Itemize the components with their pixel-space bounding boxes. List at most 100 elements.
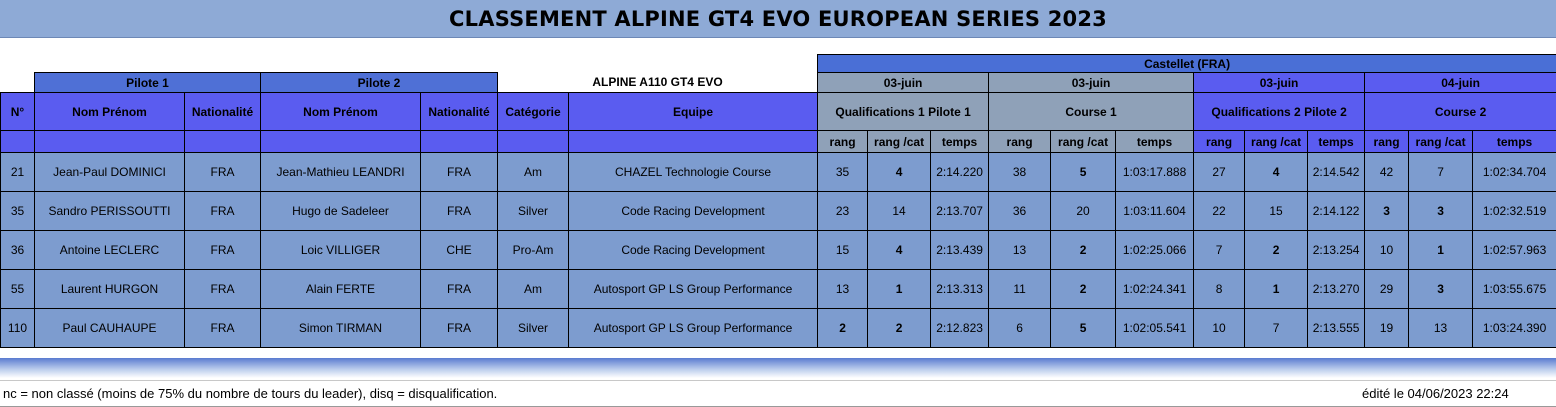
date-q2: 03-juin [1194,73,1365,93]
cell-pilot2-name: Jean-Mathieu LEANDRI [261,153,421,192]
cell-c2-rang: 10 [1365,231,1409,270]
cell-c1-rangcat: 2 [1051,231,1116,270]
cell-c1-rang: 13 [989,231,1051,270]
venue-row: Castellet (FRA) [1,55,1556,73]
cell-c2-temps: 1:03:55.675 [1473,270,1556,309]
cell-q2-temps: 2:13.555 [1308,309,1365,348]
col-c1: Course 1 [989,93,1194,131]
cell-c2-rangcat: 3 [1409,192,1473,231]
sub-c2-rang: rang [1365,131,1409,153]
cell-pilot1-name: Paul CAUHAUPE [35,309,185,348]
sub-q1-rangcat: rang /cat [868,131,931,153]
cell-c2-rang: 19 [1365,309,1409,348]
cell-c1-temps: 1:03:11.604 [1116,192,1194,231]
cell-team: Autosport GP LS Group Performance [569,270,818,309]
col-team: Equipe [569,93,818,131]
cell-pilot2-nationality: FRA [421,192,498,231]
col-num: N° [1,93,35,131]
header-row: N° Nom Prénom Nationalité Nom Prénom Nat… [1,93,1556,131]
cell-q2-temps: 2:14.122 [1308,192,1365,231]
subheader-row: rang rang /cat temps rang rang /cat temp… [1,131,1556,153]
cell-c2-temps: 1:02:34.704 [1473,153,1556,192]
cell-q1-rangcat: 4 [868,153,931,192]
date-q1: 03-juin [818,73,989,93]
col-name2: Nom Prénom [261,93,421,131]
sub-c2-temps: temps [1473,131,1556,153]
cell-car-number: 110 [1,309,35,348]
cell-pilot1-nationality: FRA [185,270,261,309]
cell-pilot1-name: Antoine LECLERC [35,231,185,270]
cell-q1-rangcat: 4 [868,231,931,270]
cell-c2-rang: 3 [1365,192,1409,231]
cell-car-number: 35 [1,192,35,231]
cell-pilot1-nationality: FRA [185,309,261,348]
cell-c2-rangcat: 13 [1409,309,1473,348]
sub-q1-rang: rang [818,131,868,153]
cell-pilot1-name: Sandro PERISSOUTTI [35,192,185,231]
standings-table: Castellet (FRA) Pilote 1 Pilote 2 ALPINE… [0,54,1556,348]
cell-c1-rang: 38 [989,153,1051,192]
car-model-label: ALPINE A110 GT4 EVO [498,73,818,93]
cell-c1-rangcat: 20 [1051,192,1116,231]
cell-car-number: 55 [1,270,35,309]
cell-team: CHAZEL Technologie Course [569,153,818,192]
bottom-band [0,358,1556,378]
sub-c1-rang: rang [989,131,1051,153]
cell-pilot2-name: Hugo de Sadeleer [261,192,421,231]
col-q2: Qualifications 2 Pilote 2 [1194,93,1365,131]
cell-q1-rangcat: 14 [868,192,931,231]
cell-c1-rangcat: 5 [1051,153,1116,192]
cell-team: Autosport GP LS Group Performance [569,309,818,348]
cell-q2-temps: 2:13.254 [1308,231,1365,270]
cell-q1-rangcat: 1 [868,270,931,309]
cell-category: Am [498,153,569,192]
cell-c2-rangcat: 3 [1409,270,1473,309]
cell-q2-rang: 22 [1194,192,1245,231]
cell-c2-rang: 29 [1365,270,1409,309]
pilote1-group: Pilote 1 [35,73,261,93]
cell-category: Am [498,270,569,309]
cell-car-number: 21 [1,153,35,192]
cell-pilot2-name: Simon TIRMAN [261,309,421,348]
col-nat2: Nationalité [421,93,498,131]
cell-pilot1-nationality: FRA [185,153,261,192]
cell-q1-rang: 13 [818,270,868,309]
cell-q2-rangcat: 7 [1245,309,1308,348]
cell-car-number: 36 [1,231,35,270]
cell-q1-rang: 2 [818,309,868,348]
cell-category: Pro-Am [498,231,569,270]
sub-c1-temps: temps [1116,131,1194,153]
sub-q2-rang: rang [1194,131,1245,153]
cell-pilot2-nationality: FRA [421,153,498,192]
cell-pilot1-nationality: FRA [185,231,261,270]
col-name1: Nom Prénom [35,93,185,131]
cell-category: Silver [498,192,569,231]
cell-c1-rang: 6 [989,309,1051,348]
cell-pilot2-name: Loic VILLIGER [261,231,421,270]
cell-q1-rang: 23 [818,192,868,231]
cell-q2-temps: 2:13.270 [1308,270,1365,309]
cell-c2-temps: 1:03:24.390 [1473,309,1556,348]
cell-c2-temps: 1:02:32.519 [1473,192,1556,231]
cell-q1-temps: 2:12.823 [931,309,989,348]
cell-category: Silver [498,309,569,348]
cell-q2-temps: 2:14.542 [1308,153,1365,192]
cell-q1-temps: 2:13.707 [931,192,989,231]
cell-pilot2-nationality: CHE [421,231,498,270]
cell-c2-rang: 42 [1365,153,1409,192]
pilote2-group: Pilote 2 [261,73,498,93]
venue-label: Castellet (FRA) [818,55,1556,73]
cell-pilot1-name: Laurent HURGON [35,270,185,309]
cell-c1-temps: 1:02:05.541 [1116,309,1194,348]
edited-timestamp: édité le 04/06/2023 22:24 [1362,386,1509,401]
cell-c1-rang: 36 [989,192,1051,231]
cell-q1-rang: 35 [818,153,868,192]
date-c2: 04-juin [1365,73,1556,93]
cell-team: Code Racing Development [569,231,818,270]
cell-q2-rangcat: 2 [1245,231,1308,270]
col-category: Catégorie [498,93,569,131]
sub-q2-temps: temps [1308,131,1365,153]
